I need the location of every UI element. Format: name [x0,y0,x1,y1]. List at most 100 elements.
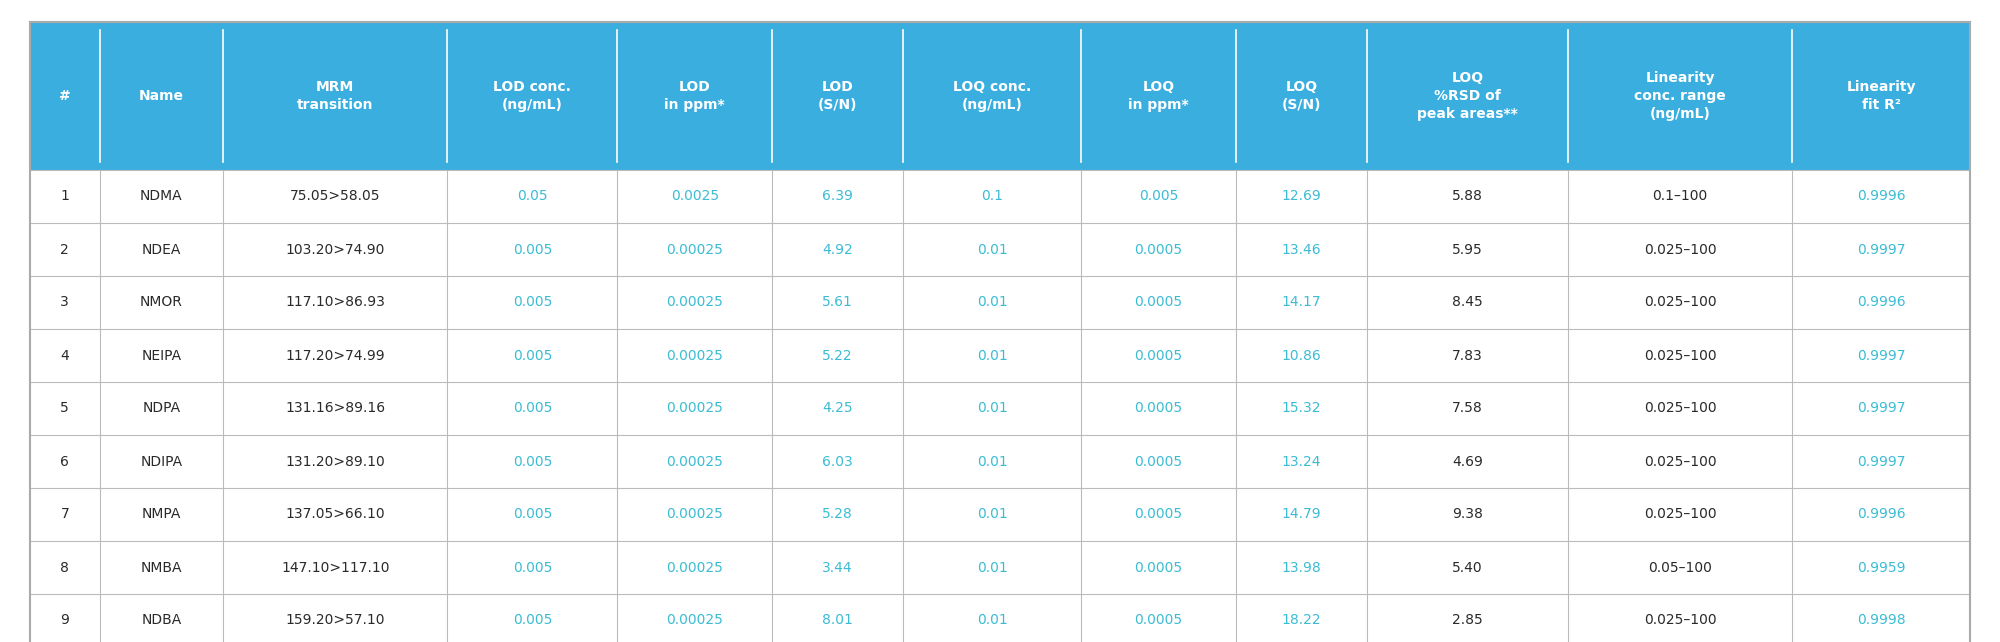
Text: 137.05>66.10: 137.05>66.10 [286,507,386,521]
Text: NDIPA: NDIPA [140,455,182,469]
Text: 6.03: 6.03 [822,455,854,469]
Text: 7: 7 [60,507,70,521]
Bar [30,382,1970,435]
Text: LOQ
%RSD of
peak areas**: LOQ %RSD of peak areas** [1418,71,1518,121]
Text: 159.20>57.10: 159.20>57.10 [286,614,386,627]
Text: LOD
(S/N): LOD (S/N) [818,80,858,112]
Text: NMOR: NMOR [140,295,182,309]
Text: 0.9998: 0.9998 [1856,614,1906,627]
Text: MRM
transition: MRM transition [298,80,374,112]
Text: NEIPA: NEIPA [142,349,182,363]
Text: 0.00025: 0.00025 [666,401,724,415]
Text: 14.79: 14.79 [1282,507,1322,521]
Text: 0.01: 0.01 [976,349,1008,363]
Text: 15.32: 15.32 [1282,401,1322,415]
Text: 0.025–100: 0.025–100 [1644,614,1716,627]
Text: 0.9997: 0.9997 [1856,401,1906,415]
Text: 14.17: 14.17 [1282,295,1322,309]
Text: 0.025–100: 0.025–100 [1644,243,1716,257]
Text: 0.00025: 0.00025 [666,614,724,627]
Bar [30,435,1970,488]
Text: 4.69: 4.69 [1452,455,1484,469]
Bar [30,488,1970,541]
Text: 0.005: 0.005 [512,614,552,627]
Text: NMBA: NMBA [140,560,182,575]
Text: 18.22: 18.22 [1282,614,1322,627]
Text: 5.22: 5.22 [822,349,854,363]
Text: 0.9996: 0.9996 [1856,189,1906,204]
Text: 0.0005: 0.0005 [1134,295,1182,309]
Text: 103.20>74.90: 103.20>74.90 [286,243,384,257]
Text: 4.25: 4.25 [822,401,854,415]
Text: 0.00025: 0.00025 [666,295,724,309]
Text: 0.01: 0.01 [976,295,1008,309]
Text: LOQ conc.
(ng/mL): LOQ conc. (ng/mL) [954,80,1032,112]
Bar [30,329,1970,382]
Text: 8.45: 8.45 [1452,295,1482,309]
Text: 0.01: 0.01 [976,243,1008,257]
Text: 4.92: 4.92 [822,243,854,257]
Text: 0.0005: 0.0005 [1134,614,1182,627]
Text: 131.16>89.16: 131.16>89.16 [286,401,386,415]
Text: 0.0005: 0.0005 [1134,455,1182,469]
Text: 0.0005: 0.0005 [1134,243,1182,257]
Text: 0.005: 0.005 [512,455,552,469]
Text: LOQ
in ppm*: LOQ in ppm* [1128,80,1188,112]
Text: 13.98: 13.98 [1282,560,1322,575]
Bar [30,276,1970,329]
Text: 2.85: 2.85 [1452,614,1482,627]
Text: 0.005: 0.005 [1138,189,1178,204]
Text: 0.005: 0.005 [512,349,552,363]
Text: 0.01: 0.01 [976,401,1008,415]
Text: 2: 2 [60,243,70,257]
Text: 0.9997: 0.9997 [1856,349,1906,363]
Bar [30,594,1970,642]
Text: 12.69: 12.69 [1282,189,1322,204]
Text: Linearity
conc. range
(ng/mL): Linearity conc. range (ng/mL) [1634,71,1726,121]
Text: 0.01: 0.01 [976,507,1008,521]
Text: 0.9996: 0.9996 [1856,295,1906,309]
Text: LOD conc.
(ng/mL): LOD conc. (ng/mL) [494,80,572,112]
Text: LOQ
(S/N): LOQ (S/N) [1282,80,1322,112]
Text: 0.005: 0.005 [512,401,552,415]
Text: 4: 4 [60,349,70,363]
Text: 5.88: 5.88 [1452,189,1484,204]
Bar [30,22,1970,170]
Text: 0.025–100: 0.025–100 [1644,349,1716,363]
Text: 3: 3 [60,295,70,309]
Text: 5: 5 [60,401,70,415]
Text: 0.005: 0.005 [512,243,552,257]
Text: 6: 6 [60,455,70,469]
Text: 75.05>58.05: 75.05>58.05 [290,189,380,204]
Bar [30,170,1970,223]
Text: 0.1–100: 0.1–100 [1652,189,1708,204]
Text: NDMA: NDMA [140,189,182,204]
Text: 8.01: 8.01 [822,614,854,627]
Text: 0.01: 0.01 [976,614,1008,627]
Text: 0.00025: 0.00025 [666,560,724,575]
Text: 0.0005: 0.0005 [1134,507,1182,521]
Text: 5.95: 5.95 [1452,243,1482,257]
Text: 0.00025: 0.00025 [666,243,724,257]
Text: 117.10>86.93: 117.10>86.93 [286,295,386,309]
Text: 5.61: 5.61 [822,295,854,309]
Text: 13.46: 13.46 [1282,243,1322,257]
Text: 10.86: 10.86 [1282,349,1322,363]
Text: 0.01: 0.01 [976,455,1008,469]
Text: 0.025–100: 0.025–100 [1644,295,1716,309]
Text: 0.9997: 0.9997 [1856,455,1906,469]
Text: 0.0005: 0.0005 [1134,560,1182,575]
Text: 0.1: 0.1 [982,189,1004,204]
Text: #: # [58,89,70,103]
Text: 117.20>74.99: 117.20>74.99 [286,349,386,363]
Text: 1: 1 [60,189,70,204]
Text: 0.00025: 0.00025 [666,507,724,521]
Text: 0.05: 0.05 [518,189,548,204]
Text: 0.0005: 0.0005 [1134,349,1182,363]
Text: 7.83: 7.83 [1452,349,1482,363]
Text: 8: 8 [60,560,70,575]
Bar [30,223,1970,276]
Text: 3.44: 3.44 [822,560,854,575]
Text: NDEA: NDEA [142,243,182,257]
Text: NDPA: NDPA [142,401,180,415]
